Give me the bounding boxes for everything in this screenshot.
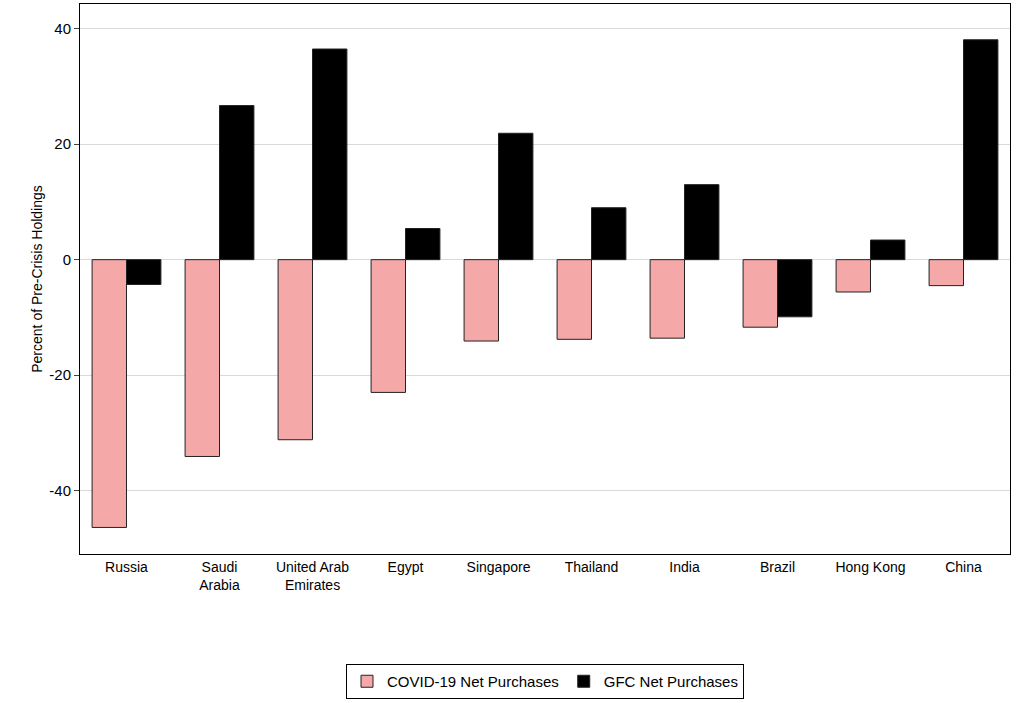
svg-text:-40: -40 — [49, 482, 71, 499]
svg-text:0: 0 — [63, 251, 71, 268]
svg-text:China: China — [945, 559, 982, 575]
svg-text:Percent of Pre-Crisis Holdings: Percent of Pre-Crisis Holdings — [29, 185, 45, 373]
svg-text:Thailand: Thailand — [565, 559, 619, 575]
svg-text:Singapore: Singapore — [467, 559, 531, 575]
svg-text:SaudiArabia: SaudiArabia — [199, 559, 240, 593]
svg-text:Russia: Russia — [105, 559, 148, 575]
svg-text:United ArabEmirates: United ArabEmirates — [276, 559, 349, 593]
svg-text:-20: -20 — [49, 366, 71, 383]
svg-text:Egypt: Egypt — [388, 559, 424, 575]
svg-text:40: 40 — [54, 20, 71, 37]
svg-text:20: 20 — [54, 135, 71, 152]
svg-text:GFC Net Purchases: GFC Net Purchases — [604, 673, 738, 690]
svg-text:Brazil: Brazil — [760, 559, 795, 575]
svg-text:COVID-19 Net Purchases: COVID-19 Net Purchases — [387, 673, 559, 690]
svg-text:India: India — [669, 559, 700, 575]
svg-text:Hong Kong: Hong Kong — [835, 559, 905, 575]
